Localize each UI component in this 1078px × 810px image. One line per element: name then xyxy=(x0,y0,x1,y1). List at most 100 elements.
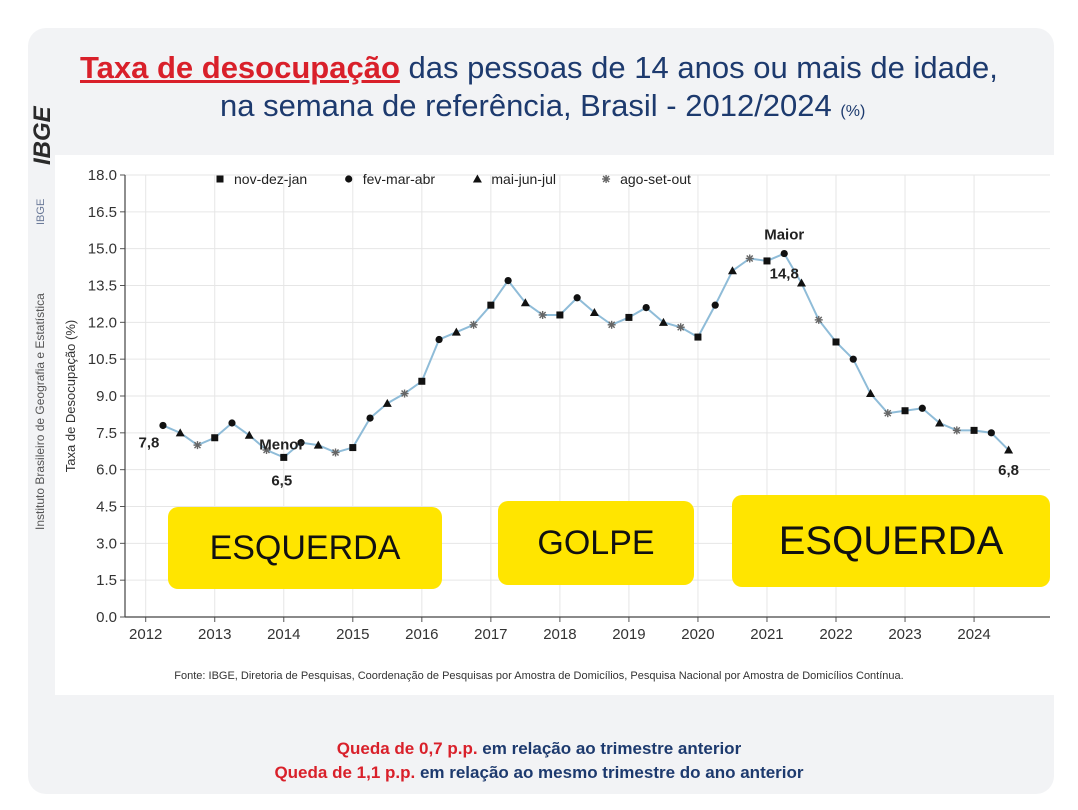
x-tick-label: 2018 xyxy=(543,626,576,643)
data-point xyxy=(504,276,512,285)
x-tick-label: 2014 xyxy=(267,626,300,643)
data-point xyxy=(159,421,167,430)
data-point xyxy=(901,407,909,415)
x-tick-label: 2020 xyxy=(681,626,714,643)
overlay-label-1: ESQUERDA xyxy=(168,507,442,589)
y-tick-label: 1.5 xyxy=(96,572,117,589)
data-point xyxy=(175,428,185,437)
y-axis-label: Taxa de Desocupação (%) xyxy=(63,320,78,472)
data-point xyxy=(694,333,702,341)
x-tick-label: 2016 xyxy=(405,626,438,643)
y-tick-label: 7.5 xyxy=(96,425,117,442)
institute-name: Instituto Brasileiro de Geografia e Esta… xyxy=(33,293,47,530)
y-tick-label: 10.5 xyxy=(88,351,117,368)
data-point xyxy=(780,249,788,258)
chart-title-line2: na semana de referência, Brasil - 2012/2… xyxy=(220,88,1020,124)
data-point xyxy=(589,308,599,317)
data-point xyxy=(952,426,961,435)
data-point xyxy=(970,426,978,434)
footer-line1: Queda de 0,7 p.p. em relação ao trimestr… xyxy=(0,739,1078,759)
x-tick-label: 2019 xyxy=(612,626,645,643)
title-line2-text: na semana de referência, Brasil - 2012/2… xyxy=(220,88,832,123)
data-point xyxy=(935,418,945,427)
y-tick-label: 12.0 xyxy=(88,314,117,331)
y-tick-label: 16.5 xyxy=(88,204,117,221)
y-tick-label: 0.0 xyxy=(96,609,117,626)
legend-label: fev-mar-abr xyxy=(363,171,436,187)
footer-line1-rest: em relação ao trimestre anterior xyxy=(477,739,742,758)
data-point xyxy=(366,414,374,422)
data-point xyxy=(849,355,857,363)
source-note: Fonte: IBGE, Diretoria de Pesquisas, Coo… xyxy=(174,670,904,682)
data-point xyxy=(866,389,876,398)
y-tick-label: 3.0 xyxy=(96,535,117,552)
footer-line2-red: Queda de 1,1 p.p. xyxy=(274,763,416,782)
data-point xyxy=(331,448,340,457)
side-branding: IBGE IBGE Instituto Brasileiro de Geogra… xyxy=(0,40,60,600)
data-point xyxy=(262,446,271,455)
annotation-value: 7,8 xyxy=(139,434,160,451)
data-point xyxy=(607,320,616,329)
data-point xyxy=(676,323,685,332)
data-point xyxy=(883,409,892,418)
data-point xyxy=(244,430,254,439)
data-point xyxy=(745,254,754,263)
footer-line1-red: Queda de 0,7 p.p. xyxy=(336,739,478,758)
overlay-label-2: GOLPE xyxy=(498,501,694,585)
x-tick-label: 2023 xyxy=(888,626,921,643)
y-tick-label: 13.5 xyxy=(88,278,117,295)
annotation-label: Menor xyxy=(259,436,304,453)
data-point xyxy=(382,398,392,407)
data-point xyxy=(1004,445,1014,454)
legend-label: nov-dez-jan xyxy=(234,171,307,187)
title-highlight: Taxa de desocupação xyxy=(80,50,400,85)
y-tick-label: 18.0 xyxy=(88,167,117,184)
data-point xyxy=(469,320,478,329)
x-tick-label: 2022 xyxy=(819,626,852,643)
data-point xyxy=(451,327,461,336)
data-point xyxy=(796,278,806,287)
data-point xyxy=(297,439,305,447)
data-point xyxy=(832,338,840,346)
data-point xyxy=(280,453,288,461)
y-tick-label: 4.5 xyxy=(96,499,117,516)
data-point xyxy=(193,441,202,450)
data-point xyxy=(538,310,547,319)
data-point xyxy=(313,440,323,449)
legend-marker xyxy=(345,175,353,183)
data-point xyxy=(727,266,737,275)
data-point xyxy=(625,313,633,321)
footer-line2: Queda de 1,1 p.p. em relação ao mesmo tr… xyxy=(0,763,1078,783)
legend-label: mai-jun-jul xyxy=(491,171,556,187)
annotation-value: 6,5 xyxy=(271,472,292,489)
data-point xyxy=(556,311,564,319)
title-rest: das pessoas de 14 anos ou mais de idade, xyxy=(399,50,998,85)
x-tick-label: 2013 xyxy=(198,626,231,643)
data-point xyxy=(814,315,823,324)
series-line xyxy=(162,252,1010,459)
annotation-label: Maior xyxy=(764,227,804,244)
legend-marker xyxy=(602,175,611,183)
data-point xyxy=(487,301,495,309)
data-point xyxy=(349,444,357,452)
footer-line2-rest: em relação ao mesmo trimestre do ano ant… xyxy=(415,763,804,782)
x-tick-label: 2012 xyxy=(129,626,162,643)
data-point xyxy=(987,429,995,437)
x-tick-label: 2021 xyxy=(750,626,783,643)
data-point xyxy=(418,377,426,385)
chart-title-line1: Taxa de desocupação das pessoas de 14 an… xyxy=(80,50,1040,86)
y-tick-label: 6.0 xyxy=(96,462,117,479)
data-point xyxy=(642,304,650,312)
title-unit: (%) xyxy=(840,103,866,120)
annotation-value: 14,8 xyxy=(770,266,799,283)
chart-panel: 0.0 1.5 3.0 4.5 6.0 7.5 9.0 10.5 12.0 13.5 15.0 16.… xyxy=(55,155,1055,695)
data-point xyxy=(763,257,771,265)
data-point xyxy=(573,294,581,302)
data-point xyxy=(711,301,719,309)
data-point xyxy=(228,419,236,427)
legend-marker xyxy=(216,175,224,183)
x-tick-label: 2017 xyxy=(474,626,507,643)
data-point xyxy=(435,335,443,344)
y-tick-label: 9.0 xyxy=(96,388,117,405)
ibge-logo: IBGE xyxy=(29,105,56,165)
